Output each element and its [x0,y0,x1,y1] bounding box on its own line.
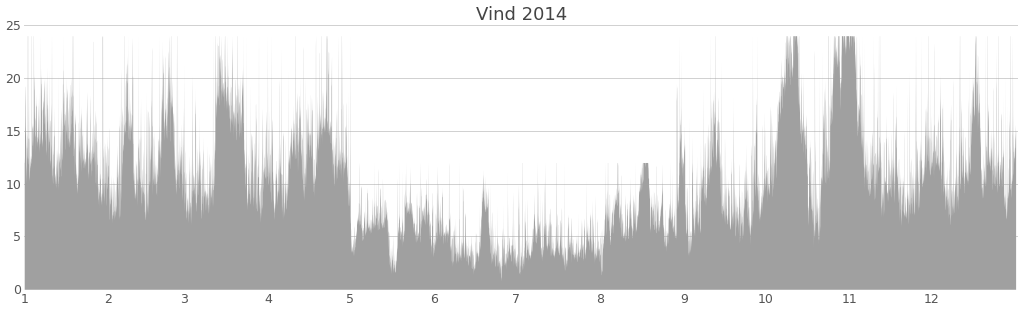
Title: Vind 2014: Vind 2014 [476,6,567,23]
